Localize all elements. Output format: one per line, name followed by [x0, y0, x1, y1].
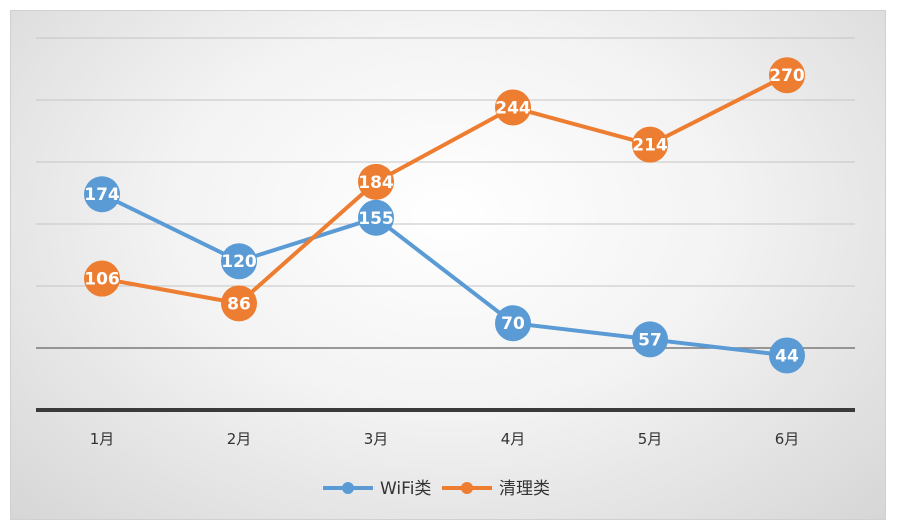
- legend: WiFi类 清理类: [323, 479, 550, 499]
- legend-marker: [342, 482, 354, 494]
- data-point: [358, 199, 394, 236]
- legend-label: WiFi类: [380, 479, 431, 499]
- x-tick-label: 2月: [227, 430, 252, 448]
- data-point: [221, 285, 257, 322]
- gridlines: [36, 37, 855, 349]
- data-point: [495, 305, 531, 342]
- series-line: [100, 73, 789, 306]
- data-point: [632, 321, 668, 358]
- data-label: 70: [501, 314, 525, 334]
- x-tick-label: 5月: [638, 430, 663, 448]
- data-label: 44: [775, 346, 799, 366]
- data-label: 214: [632, 136, 668, 156]
- data-label: 270: [769, 66, 805, 86]
- series-lines: [100, 73, 789, 358]
- x-tick-label: 6月: [775, 430, 800, 448]
- data-label: 57: [638, 330, 662, 350]
- data-label: 106: [84, 270, 120, 290]
- data-markers: 174 120 155 70 57 44 106 86 184 244 214 270: [84, 57, 805, 374]
- chart-frame: [10, 10, 886, 520]
- series-line: [100, 192, 789, 358]
- data-label: 155: [358, 209, 394, 229]
- data-label: 86: [227, 294, 251, 314]
- data-label: 244: [495, 98, 531, 118]
- data-point: [495, 89, 531, 126]
- data-point: [221, 243, 257, 280]
- data-label: 174: [84, 185, 120, 205]
- legend-label: 清理类: [499, 479, 550, 499]
- data-point: [769, 337, 805, 374]
- data-point: [769, 57, 805, 94]
- data-point: [632, 126, 668, 163]
- data-point: [84, 176, 120, 213]
- data-point: [358, 163, 394, 200]
- data-label: 184: [358, 173, 394, 193]
- data-point: [84, 260, 120, 297]
- data-label: 120: [221, 252, 257, 272]
- x-tick-label: 1月: [90, 430, 115, 448]
- x-tick-label: 3月: [364, 430, 389, 448]
- x-tick-label: 4月: [501, 430, 526, 448]
- x-axis: 1月 2月 3月 4月 5月 6月: [36, 408, 855, 448]
- legend-marker: [461, 482, 473, 494]
